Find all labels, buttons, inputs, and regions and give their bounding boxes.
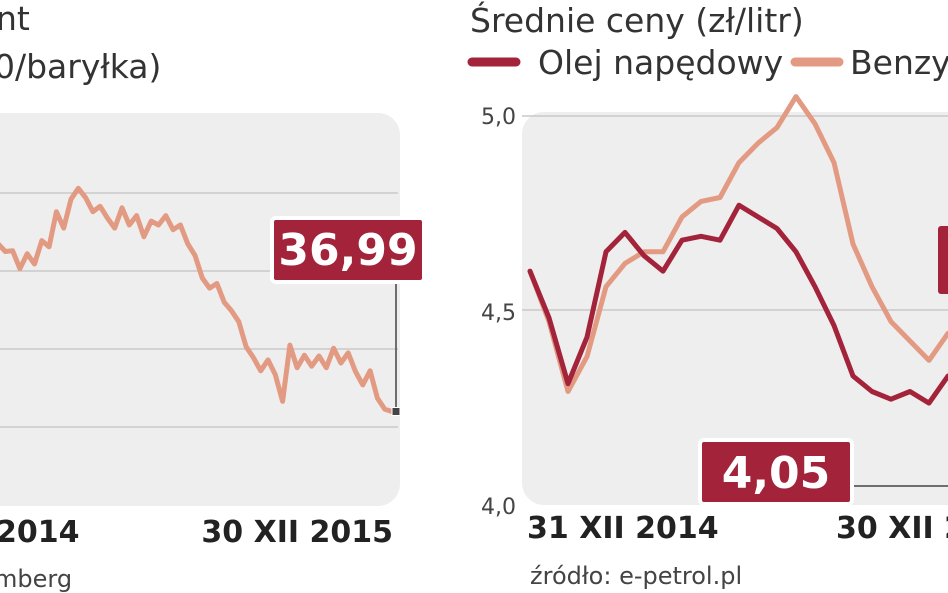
left-chart: nt 0/baryłka) 36,99 2014 30 XII 2015 mbe…	[0, 0, 426, 593]
left-callout-value: 36,99	[278, 225, 417, 276]
series-line-diesel	[527, 202, 948, 406]
legend-label-petrol: Benzyn	[850, 43, 948, 82]
legend: Olej napędowy Benzyn	[467, 43, 948, 82]
left-series-line	[0, 185, 395, 414]
right-edge-callout-fragment	[938, 226, 948, 294]
left-date-end: 30 XII 2015	[201, 515, 393, 550]
y-tick-4-5: 4,5	[481, 301, 516, 326]
right-callout-value: 4,05	[722, 448, 831, 499]
right-date-end-fragment: 30 XII 2	[836, 511, 948, 546]
y-tick-4-0: 4,0	[481, 495, 516, 520]
y-tick-5-0: 5,0	[481, 105, 516, 130]
left-end-marker	[391, 407, 401, 416]
left-unit-fragment: 0/baryłka)	[0, 47, 161, 86]
left-plot-area	[0, 113, 400, 506]
left-date-start: 2014	[0, 515, 80, 550]
left-title-fragment: nt	[0, 0, 30, 38]
left-callout: 36,99	[270, 216, 426, 284]
left-callout-box	[270, 216, 426, 284]
right-callout-box	[698, 438, 854, 506]
legend-label-diesel: Olej napędowy	[538, 43, 783, 82]
series-line-petrol	[527, 94, 948, 394]
left-source-fragment: mberg	[0, 565, 72, 593]
right-date-start: 31 XII 2014	[527, 511, 719, 546]
right-chart: Średnie ceny (zł/litr) Olej napędowy Ben…	[467, 0, 948, 590]
right-plot-area	[522, 112, 948, 505]
right-title: Średnie ceny (zł/litr)	[470, 0, 804, 40]
right-callout: 4,05	[698, 438, 854, 506]
right-source: źródło: e-petrol.pl	[530, 562, 742, 590]
